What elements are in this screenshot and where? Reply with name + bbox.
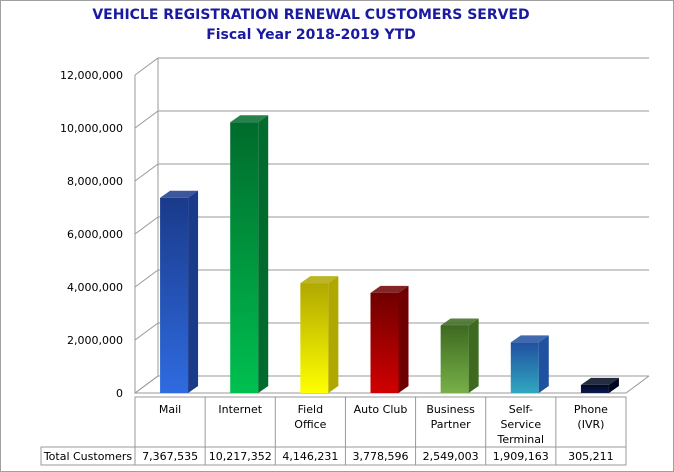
gridline <box>134 269 649 288</box>
y-tick-label: 6,000,000 <box>67 228 123 241</box>
bar-front <box>370 292 399 393</box>
y-tick-label: 2,000,000 <box>67 334 123 347</box>
value-label: 2,549,003 <box>423 450 479 463</box>
bar-top <box>300 276 339 284</box>
category-label: Internet <box>218 403 262 416</box>
value-label: 305,211 <box>568 450 614 463</box>
category-label: Field <box>298 403 323 416</box>
table-frame <box>134 396 627 466</box>
bar-front <box>440 325 469 393</box>
y-tick-label: 12,000,000 <box>60 69 123 82</box>
category-label: Service <box>500 418 541 431</box>
category-label: Self- <box>509 403 533 416</box>
category-label: Auto Club <box>354 403 408 416</box>
category-label: Terminal <box>497 433 545 446</box>
bar-side <box>258 115 269 393</box>
chart-subtitle: Fiscal Year 2018-2019 YTD <box>206 27 416 43</box>
bar-side <box>398 285 409 393</box>
y-tick-label: 0 <box>116 387 123 400</box>
bar-side <box>468 318 479 393</box>
bar-front <box>160 197 189 393</box>
y-tick-label: 4,000,000 <box>67 281 123 294</box>
category-label: Business <box>426 403 475 416</box>
y-tick-label: 10,000,000 <box>60 122 123 135</box>
category-label: Phone <box>574 403 608 416</box>
bar-front <box>580 384 609 393</box>
value-label: 3,778,596 <box>353 450 409 463</box>
bar-top <box>160 190 199 198</box>
bar-side <box>188 190 199 393</box>
value-label: 1,909,163 <box>493 450 549 463</box>
series-label: Total Customers <box>43 450 133 463</box>
gridline <box>134 216 649 235</box>
bar-top <box>370 285 409 293</box>
left-wall <box>134 75 159 394</box>
value-label: 7,367,535 <box>142 450 198 463</box>
table-legend-cell <box>40 446 136 466</box>
bar-front <box>230 122 259 393</box>
bar-side <box>608 377 619 393</box>
bar-side <box>538 335 549 393</box>
bar-top <box>440 318 479 326</box>
gridline <box>134 322 649 341</box>
y-tick-label: 8,000,000 <box>67 175 123 188</box>
category-label: Office <box>294 418 326 431</box>
category-label: Mail <box>159 403 181 416</box>
bar-side <box>328 276 339 393</box>
bar-front <box>300 283 329 393</box>
category-label: (IVR) <box>577 418 604 431</box>
gridline <box>134 57 649 76</box>
bar-top <box>580 377 619 385</box>
floor-edge <box>135 375 650 394</box>
bar-top <box>510 335 549 343</box>
gridline <box>134 375 649 394</box>
value-label: 4,146,231 <box>282 450 338 463</box>
category-label: Partner <box>431 418 471 431</box>
gridline <box>134 110 649 129</box>
chart-title: VEHICLE REGISTRATION RENEWAL CUSTOMERS S… <box>92 7 530 23</box>
bar-top <box>230 115 269 123</box>
bar-front <box>510 342 539 393</box>
value-label: 10,217,352 <box>209 450 272 463</box>
gridline <box>134 163 649 182</box>
